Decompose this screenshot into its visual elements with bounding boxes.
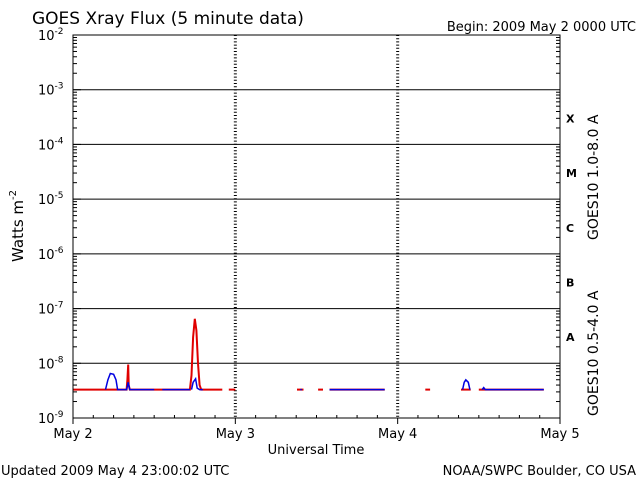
series-short-line — [190, 376, 203, 391]
x-tick-label: May 2 — [53, 427, 92, 442]
begin-label: Begin: 2009 May 2 0000 UTC — [447, 20, 636, 35]
y-tick-label: 10-6 — [38, 246, 64, 263]
flare-class-c: C — [566, 222, 574, 235]
legend-series-long: GOES10 1.0-8.0 A — [586, 114, 602, 240]
series-short-line — [481, 386, 544, 391]
footer-updated: Updated 2009 May 4 23:00:02 UTC — [1, 464, 229, 479]
y-tick-label: 10-8 — [38, 355, 64, 372]
series-long-line — [73, 318, 223, 391]
y-tick-label: 10-9 — [38, 410, 64, 427]
y-axis-title: Watts m-2 — [8, 190, 27, 262]
series-layer — [73, 318, 544, 391]
y-axis-ticks: 10-2 10-3 10-4 10-5 10-6 10-7 10-8 10-9 — [38, 27, 560, 427]
y-tick-label: 10-7 — [38, 301, 64, 318]
legend-series-short: GOES10 0.5-4.0 A — [586, 290, 602, 416]
y-tick-label: 10-4 — [38, 136, 64, 153]
svg-text:Watts m-2: Watts m-2 — [8, 190, 27, 262]
y-tick-label: 10-2 — [38, 27, 64, 44]
flare-class-labels: X M C B A — [566, 112, 577, 344]
x-axis-ticks: May 2 May 3 May 4 May 5 — [53, 415, 580, 442]
x-tick-label: May 4 — [378, 427, 417, 442]
y-tick-label: 10-5 — [38, 191, 64, 208]
series-short-line — [461, 378, 471, 390]
y-axis-title-exp: -2 — [8, 190, 19, 200]
grid-lines — [73, 35, 560, 418]
flare-class-a: A — [566, 331, 575, 344]
footer-source: NOAA/SWPC Boulder, CO USA — [443, 464, 636, 479]
y-axis-title-base: Watts m — [9, 200, 27, 262]
x-tick-label: May 3 — [216, 427, 255, 442]
flare-class-x: X — [566, 112, 575, 125]
flare-class-b: B — [566, 276, 574, 289]
y-tick-label: 10-3 — [38, 82, 64, 99]
series-short-line — [104, 372, 155, 391]
plot-frame — [72, 34, 561, 419]
x-axis-title: Universal Time — [268, 443, 365, 458]
chart-title: GOES Xray Flux (5 minute data) — [32, 9, 304, 29]
flare-class-m: M — [566, 167, 577, 180]
x-tick-label: May 5 — [540, 427, 579, 442]
